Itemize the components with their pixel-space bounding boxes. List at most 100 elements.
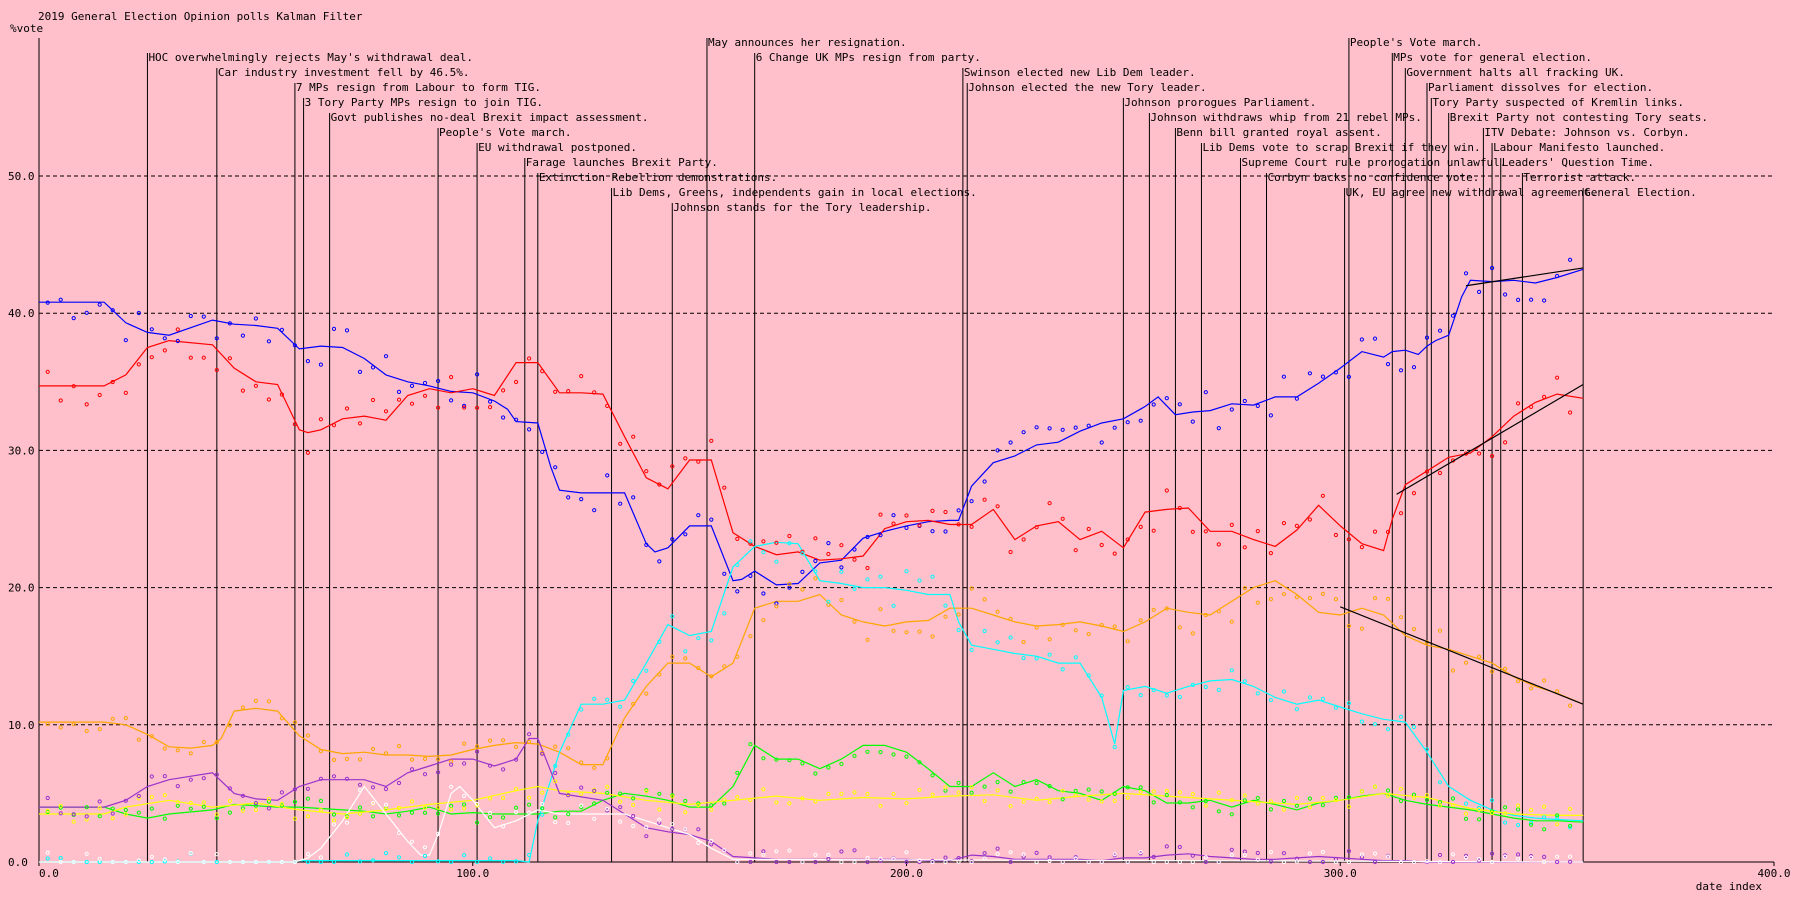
poll-point-3-173: [787, 541, 792, 546]
poll-point-0-113: [527, 427, 532, 432]
poll-point-4-116: [540, 806, 545, 811]
poll-point-5-242: [1086, 797, 1091, 802]
poll-point-0-11: [84, 310, 89, 315]
poll-point-0-245: [1099, 440, 1104, 445]
event-label-18: Lib Dems vote to scrap Brexit if they wi…: [1202, 141, 1480, 154]
poll-point-3-248: [1112, 744, 1117, 750]
poll-point-3-266: [1190, 682, 1195, 688]
poll-point-4-239: [1073, 788, 1078, 794]
poll-point-1-74: [357, 421, 363, 426]
poll-point-2-281: [1255, 600, 1260, 605]
poll-point-3-167: [761, 550, 766, 555]
poll-point-7-152: [696, 840, 701, 846]
poll-point-6-59: [292, 787, 297, 792]
poll-point-6-200: [904, 859, 909, 865]
poll-point-7-5: [58, 859, 63, 865]
poll-point-1-101: [475, 405, 480, 410]
poll-point-7-203: [917, 858, 922, 863]
poll-point-4-74: [357, 805, 363, 810]
poll-point-5-320: [1424, 793, 1430, 798]
poll-point-2-326: [1450, 668, 1456, 673]
poll-point-3-95: [449, 859, 454, 865]
poll-point-7-167: [761, 852, 766, 857]
poll-point-1-35: [188, 355, 193, 360]
poll-point-0-314: [1398, 368, 1404, 373]
poll-point-3-23: [136, 859, 141, 865]
poll-point-0-326: [1450, 313, 1456, 318]
poll-point-7-32: [175, 859, 180, 865]
poll-point-5-284: [1268, 799, 1274, 804]
poll-point-4-296: [1320, 803, 1326, 808]
x-axis-label: date index: [1696, 880, 1763, 893]
poll-point-2-335: [1490, 669, 1495, 674]
poll-point-7-98: [462, 793, 467, 799]
poll-point-1-299: [1333, 532, 1339, 538]
poll-point-4-254: [1138, 785, 1143, 790]
poll-point-2-296: [1320, 591, 1326, 597]
poll-point-4-77: [370, 814, 376, 819]
poll-point-2-122: [566, 746, 571, 751]
poll-point-0-152: [696, 513, 701, 518]
poll-point-3-308: [1372, 722, 1378, 727]
event-label-28: ITV Debate: Johnson vs. Corbyn.: [1484, 126, 1689, 139]
poll-point-0-38: [201, 314, 206, 319]
event-label-2: 7 MPs resign from Labour to form TIG.: [296, 81, 541, 94]
poll-point-6-209: [943, 855, 948, 860]
poll-point-6-326: [1450, 859, 1456, 865]
poll-point-6-287: [1281, 851, 1287, 856]
series-line-0: [39, 268, 1584, 586]
poll-point-6-92: [436, 770, 441, 775]
poll-point-1-20: [123, 390, 128, 395]
poll-point-7-239: [1073, 856, 1078, 861]
poll-point-1-38: [201, 355, 206, 360]
poll-point-6-221: [995, 846, 1000, 851]
poll-point-5-65: [318, 807, 323, 812]
poll-point-1-221: [995, 504, 1000, 509]
poll-points: [45, 257, 1573, 865]
poll-point-2-272: [1216, 609, 1221, 614]
poll-point-3-317: [1411, 724, 1417, 730]
poll-point-5-290: [1294, 795, 1300, 801]
poll-point-4-173: [787, 758, 792, 763]
poll-point-2-74: [357, 757, 363, 762]
poll-point-2-311: [1385, 596, 1391, 601]
poll-point-1-260: [1164, 488, 1169, 493]
poll-point-3-320: [1424, 747, 1430, 752]
poll-point-3-254: [1138, 693, 1143, 698]
poll-point-1-71: [344, 406, 350, 411]
poll-point-7-164: [748, 851, 753, 856]
poll-point-1-332: [1477, 451, 1482, 456]
poll-point-0-149: [683, 532, 688, 537]
poll-point-0-206: [930, 529, 935, 534]
poll-point-2-32: [175, 748, 180, 753]
poll-point-3-152: [696, 636, 701, 641]
poll-point-1-317: [1411, 491, 1417, 496]
poll-point-6-23: [136, 793, 141, 799]
poll-point-3-209: [943, 603, 948, 608]
poll-point-4-143: [657, 791, 662, 796]
poll-point-7-71: [344, 820, 350, 825]
poll-point-3-224: [1008, 635, 1013, 640]
poll-point-1-17: [110, 379, 115, 385]
poll-point-5-353: [1568, 806, 1573, 812]
poll-point-3-296: [1320, 696, 1326, 702]
poll-point-3-257: [1151, 688, 1156, 693]
poll-point-5-68: [331, 818, 337, 823]
poll-point-1-281: [1255, 529, 1260, 534]
poll-point-4-329: [1463, 816, 1469, 821]
poll-point-1-248: [1112, 551, 1117, 556]
series-line-5: [39, 785, 1584, 816]
poll-point-2-113: [527, 739, 532, 744]
poll-point-4-122: [566, 812, 571, 817]
poll-point-6-80: [383, 786, 389, 792]
poll-point-2-137: [631, 701, 636, 707]
poll-point-5-143: [657, 807, 662, 812]
poll-point-4-206: [930, 773, 935, 778]
poll-point-3-164: [748, 539, 753, 544]
poll-point-5-311: [1385, 793, 1391, 798]
poll-point-2-65: [318, 749, 323, 754]
poll-point-7-2: [45, 850, 50, 855]
poll-point-5-212: [956, 790, 961, 795]
poll-point-7-29: [162, 857, 167, 862]
poll-point-4-236: [1060, 797, 1065, 802]
